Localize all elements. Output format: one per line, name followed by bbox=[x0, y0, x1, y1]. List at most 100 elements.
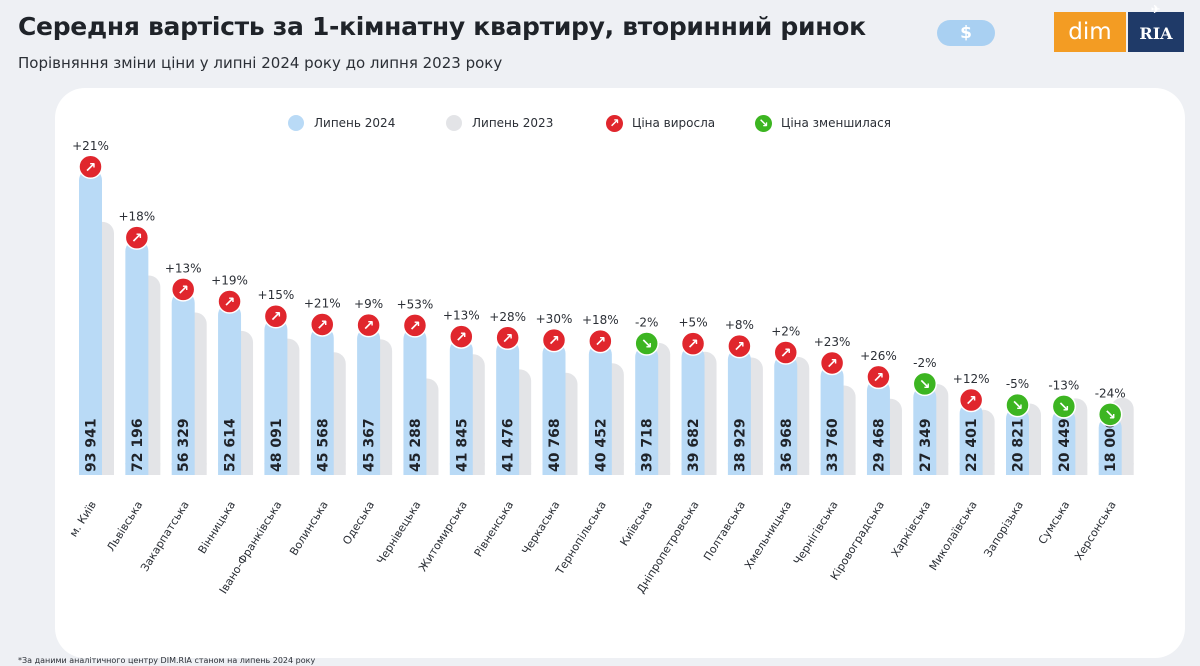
bar-2024-base bbox=[1006, 463, 1029, 475]
bar-2024 bbox=[1006, 407, 1029, 475]
bar-2024 bbox=[866, 378, 890, 475]
category-label: Львівська bbox=[104, 499, 145, 554]
data-label: 52 614 bbox=[223, 418, 239, 472]
category-label: Чернігівська bbox=[791, 499, 841, 568]
bar-2024-base bbox=[403, 463, 427, 475]
change-label: +9% bbox=[354, 297, 383, 311]
category-label: Житомирська bbox=[416, 499, 470, 574]
data-label: 93 941 bbox=[84, 418, 100, 472]
change-label: +53% bbox=[397, 297, 434, 311]
bar-2024 bbox=[218, 303, 242, 475]
category-label: Рівненська bbox=[472, 499, 517, 560]
change-label: +13% bbox=[165, 261, 202, 275]
bar-2024-base bbox=[310, 463, 334, 475]
category-label: Київська bbox=[618, 499, 656, 549]
arrow-down-right-icon: ↘ bbox=[919, 377, 931, 393]
data-label: 22 401 bbox=[964, 418, 980, 472]
price-up-icon bbox=[263, 303, 289, 329]
data-label: 56 329 bbox=[176, 418, 192, 472]
change-label: +18% bbox=[118, 210, 155, 224]
category-label: Харківська bbox=[889, 499, 934, 560]
bar-2024-base bbox=[218, 463, 242, 475]
arrow-up-right-icon: ↗ bbox=[873, 370, 885, 386]
change-label: +5% bbox=[679, 316, 708, 330]
legend-item-2024: Липень 2024 bbox=[288, 113, 395, 133]
arrow-up-right-icon: ↗ bbox=[780, 345, 792, 361]
arrow-up-right-icon: ↗ bbox=[131, 231, 143, 247]
arrow-down-right-icon: ↘ bbox=[1104, 407, 1116, 423]
page-subtitle: Порівняння зміни ціни у липні 2024 року … bbox=[18, 54, 503, 72]
price-up-icon bbox=[866, 364, 891, 390]
change-label: -2% bbox=[913, 356, 936, 370]
price-up-icon bbox=[217, 289, 242, 314]
currency-badge: $ bbox=[937, 20, 995, 46]
data-label: 20 821 bbox=[1011, 418, 1027, 472]
price-up-icon bbox=[449, 324, 474, 349]
change-label: +19% bbox=[211, 273, 248, 287]
data-label: 36 968 bbox=[779, 418, 795, 472]
dim-logo: dim bbox=[1054, 12, 1126, 52]
bar-2024 bbox=[774, 354, 798, 475]
category-label: Миколаївська bbox=[927, 499, 980, 573]
data-label: 72 196 bbox=[130, 418, 146, 472]
data-label: 33 760 bbox=[825, 418, 841, 472]
price-up-icon bbox=[495, 325, 520, 351]
change-label: +21% bbox=[72, 139, 109, 153]
bar-2024-base bbox=[1098, 463, 1122, 475]
bar-2024-base bbox=[357, 463, 381, 475]
bar-2024-base bbox=[681, 463, 705, 475]
price-up-icon bbox=[727, 333, 752, 359]
data-label: 45 367 bbox=[362, 418, 378, 472]
change-label: -2% bbox=[635, 316, 658, 330]
footnote: *За даними аналітичного центру DIM.RIA с… bbox=[18, 656, 316, 665]
arrow-up-right-icon: ↗ bbox=[363, 318, 375, 334]
data-label: 40 452 bbox=[593, 418, 609, 472]
bar-2024 bbox=[913, 385, 937, 475]
data-label: 38 929 bbox=[732, 418, 748, 472]
bar-2024 bbox=[727, 348, 751, 475]
ria-logo-text: RIA bbox=[1139, 24, 1173, 43]
price-down-icon bbox=[912, 371, 938, 397]
data-label: 45 288 bbox=[408, 418, 424, 472]
data-label: 20 449 bbox=[1057, 418, 1073, 472]
page-title: Середня вартість за 1-кімнатну квартиру,… bbox=[18, 12, 866, 41]
data-label: 41 476 bbox=[501, 418, 517, 472]
price-down-icon bbox=[1005, 392, 1030, 418]
bar-2024 bbox=[125, 239, 149, 475]
data-label: 39 682 bbox=[686, 418, 702, 472]
bar-2024 bbox=[1098, 416, 1122, 475]
bar-2024-base bbox=[264, 463, 288, 475]
change-label: -5% bbox=[1006, 377, 1029, 391]
bar-2024 bbox=[635, 345, 659, 475]
change-label: -24% bbox=[1095, 386, 1126, 400]
data-label: 29 468 bbox=[871, 418, 887, 472]
category-label: Одеська bbox=[340, 499, 377, 547]
data-label: 18 000 bbox=[1103, 418, 1119, 472]
price-up-icon bbox=[78, 154, 103, 180]
change-label: +26% bbox=[860, 349, 897, 363]
category-label: Черкаська bbox=[519, 499, 562, 557]
change-label: +13% bbox=[443, 309, 480, 323]
arrow-up-right-icon: ↗ bbox=[548, 333, 560, 349]
arrow-up-right-icon: ↗ bbox=[409, 318, 421, 334]
category-label: Закарпатська bbox=[138, 499, 192, 574]
arrow-down-right-icon: ↘ bbox=[755, 114, 772, 132]
bar-2024 bbox=[449, 338, 473, 475]
price-up-icon bbox=[680, 331, 706, 356]
category-label: Чернівецька bbox=[374, 499, 423, 567]
bar-2024-base bbox=[1052, 463, 1076, 475]
change-label: +12% bbox=[953, 372, 990, 386]
change-label: +8% bbox=[725, 318, 754, 332]
category-label: Запорізька bbox=[981, 499, 1026, 560]
category-label: Полтавська bbox=[701, 499, 748, 563]
arrow-up-right-icon: ↗ bbox=[270, 309, 282, 325]
bar-2024-base bbox=[820, 463, 844, 475]
bar-2024 bbox=[542, 342, 566, 475]
arrow-down-right-icon: ↘ bbox=[1058, 399, 1070, 415]
bar-2024-base bbox=[79, 463, 102, 475]
change-label: -13% bbox=[1048, 378, 1079, 392]
category-label: Вінницька bbox=[196, 499, 239, 556]
legend-item-price-down: ↘ Ціна зменшилася bbox=[755, 113, 891, 133]
price-down-icon bbox=[1097, 402, 1123, 427]
